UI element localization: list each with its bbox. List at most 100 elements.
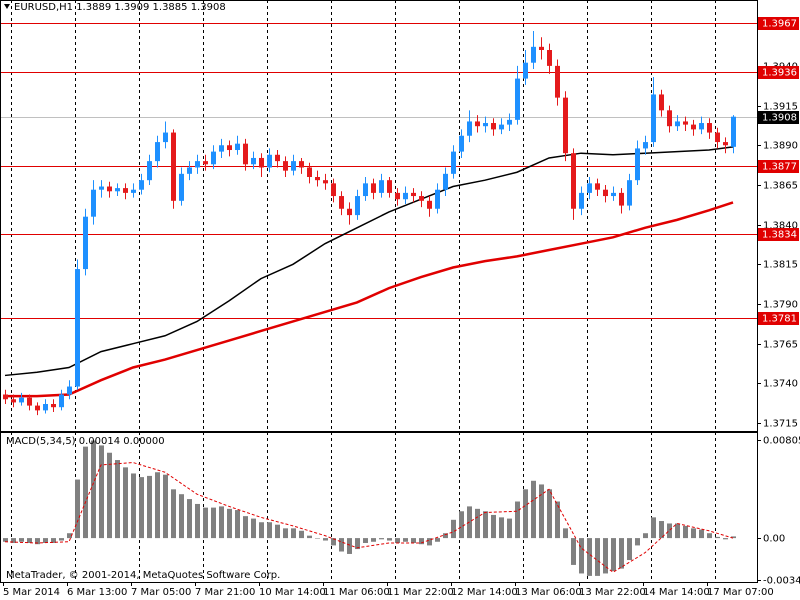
macd-bar bbox=[75, 479, 80, 539]
candle-body bbox=[107, 186, 112, 192]
candle-body bbox=[35, 405, 40, 411]
macd-bar bbox=[675, 523, 680, 539]
macd-bar bbox=[355, 538, 360, 550]
candle-body bbox=[619, 192, 624, 206]
macd-bar bbox=[723, 538, 728, 540]
macd-bar bbox=[259, 522, 264, 539]
macd-bar bbox=[179, 494, 184, 539]
x-tick-label: 7 Mar 21:00 bbox=[195, 587, 255, 598]
candle-body bbox=[3, 394, 8, 400]
last-price-box bbox=[758, 111, 799, 124]
candle-body bbox=[611, 192, 616, 197]
macd-pane-frame bbox=[0, 432, 758, 583]
candle-body bbox=[731, 116, 736, 147]
candle-body bbox=[115, 188, 120, 192]
candle-body bbox=[539, 46, 544, 51]
level-label: 1.3781 bbox=[762, 314, 797, 325]
candle-body bbox=[235, 143, 240, 151]
macd-bar bbox=[643, 533, 648, 539]
x-tick-label: 17 Mar 07:00 bbox=[707, 587, 774, 598]
macd-bar bbox=[531, 480, 536, 539]
macd-bar bbox=[707, 533, 712, 539]
macd-bar bbox=[339, 538, 344, 552]
macd-bar bbox=[51, 538, 56, 543]
macd-bar bbox=[19, 538, 24, 542]
y-tick-label: 1.3840 bbox=[763, 221, 798, 232]
candle-body bbox=[203, 161, 208, 165]
candle-body bbox=[499, 124, 504, 130]
candle-body bbox=[675, 121, 680, 127]
macd-bar bbox=[563, 528, 568, 539]
macd-bar bbox=[307, 535, 312, 539]
candle-body bbox=[219, 145, 224, 152]
macd-bar bbox=[651, 517, 656, 539]
macd-bar bbox=[363, 538, 368, 543]
macd-bar bbox=[3, 538, 8, 542]
macd-bar bbox=[419, 538, 424, 545]
x-tick-label: 13 Mar 06:00 bbox=[515, 587, 582, 598]
candle-body bbox=[291, 161, 296, 171]
candle-body bbox=[603, 189, 608, 197]
macd-bar bbox=[379, 538, 384, 540]
candle-body bbox=[435, 189, 440, 209]
candle-body bbox=[531, 46, 536, 63]
macd-bar bbox=[187, 499, 192, 539]
macd-bar bbox=[235, 510, 240, 539]
macd-bar bbox=[595, 538, 600, 576]
macd-bar bbox=[459, 511, 464, 539]
level-label: 1.3877 bbox=[762, 162, 797, 173]
candle-body bbox=[443, 173, 448, 190]
candle-body bbox=[459, 135, 464, 152]
candle-body bbox=[467, 121, 472, 136]
macd-bar bbox=[251, 518, 256, 539]
x-tick-label: 13 Mar 22:00 bbox=[579, 587, 646, 598]
y-tick-label: 1.3815 bbox=[763, 260, 798, 271]
macd-bar bbox=[107, 452, 112, 539]
y-tick-label: 1.3790 bbox=[763, 300, 798, 311]
level-label: 1.3936 bbox=[762, 68, 797, 79]
candle-body bbox=[51, 404, 56, 408]
candle-body bbox=[299, 161, 304, 168]
x-tick-label: 5 Mar 2014 bbox=[3, 587, 60, 598]
candle-body bbox=[139, 180, 144, 190]
macd-bar bbox=[715, 536, 720, 539]
y-tick-label: -0.0034 bbox=[763, 576, 800, 587]
candle-body bbox=[19, 397, 24, 403]
macd-bar bbox=[203, 507, 208, 539]
candle-body bbox=[179, 173, 184, 201]
x-tick-label: 11 Mar 06:00 bbox=[323, 587, 390, 598]
macd-bar bbox=[483, 511, 488, 539]
candle-body bbox=[587, 183, 592, 193]
candle-body bbox=[355, 196, 360, 216]
candle-body bbox=[27, 397, 32, 406]
x-tick-label: 11 Mar 22:00 bbox=[387, 587, 454, 598]
candle-body bbox=[507, 119, 512, 125]
candle-body bbox=[11, 399, 16, 403]
candle-body bbox=[323, 180, 328, 184]
candle-body bbox=[699, 123, 704, 130]
candle-body bbox=[563, 97, 568, 154]
macd-bar bbox=[667, 523, 672, 539]
candle-body bbox=[123, 188, 128, 193]
macd-bar bbox=[315, 538, 320, 539]
macd-bar bbox=[499, 517, 504, 539]
macd-bar bbox=[539, 484, 544, 539]
macd-bar bbox=[699, 529, 704, 539]
level-box bbox=[758, 228, 799, 241]
macd-signal bbox=[4, 461, 734, 573]
macd-bar bbox=[371, 538, 376, 542]
y-tick-label: 1.3740 bbox=[763, 379, 798, 390]
x-tick-label: 12 Mar 14:00 bbox=[451, 587, 518, 598]
candle-body bbox=[579, 192, 584, 209]
macd-bar bbox=[523, 489, 528, 539]
candle-body bbox=[635, 148, 640, 181]
macd-bar bbox=[691, 528, 696, 539]
macd-bar bbox=[83, 446, 88, 539]
macd-bar bbox=[115, 460, 120, 539]
candle-body bbox=[131, 189, 136, 193]
macd-bar bbox=[475, 508, 480, 539]
macd-bar bbox=[11, 538, 16, 543]
candle-body bbox=[387, 180, 392, 193]
candle-body bbox=[523, 62, 528, 79]
